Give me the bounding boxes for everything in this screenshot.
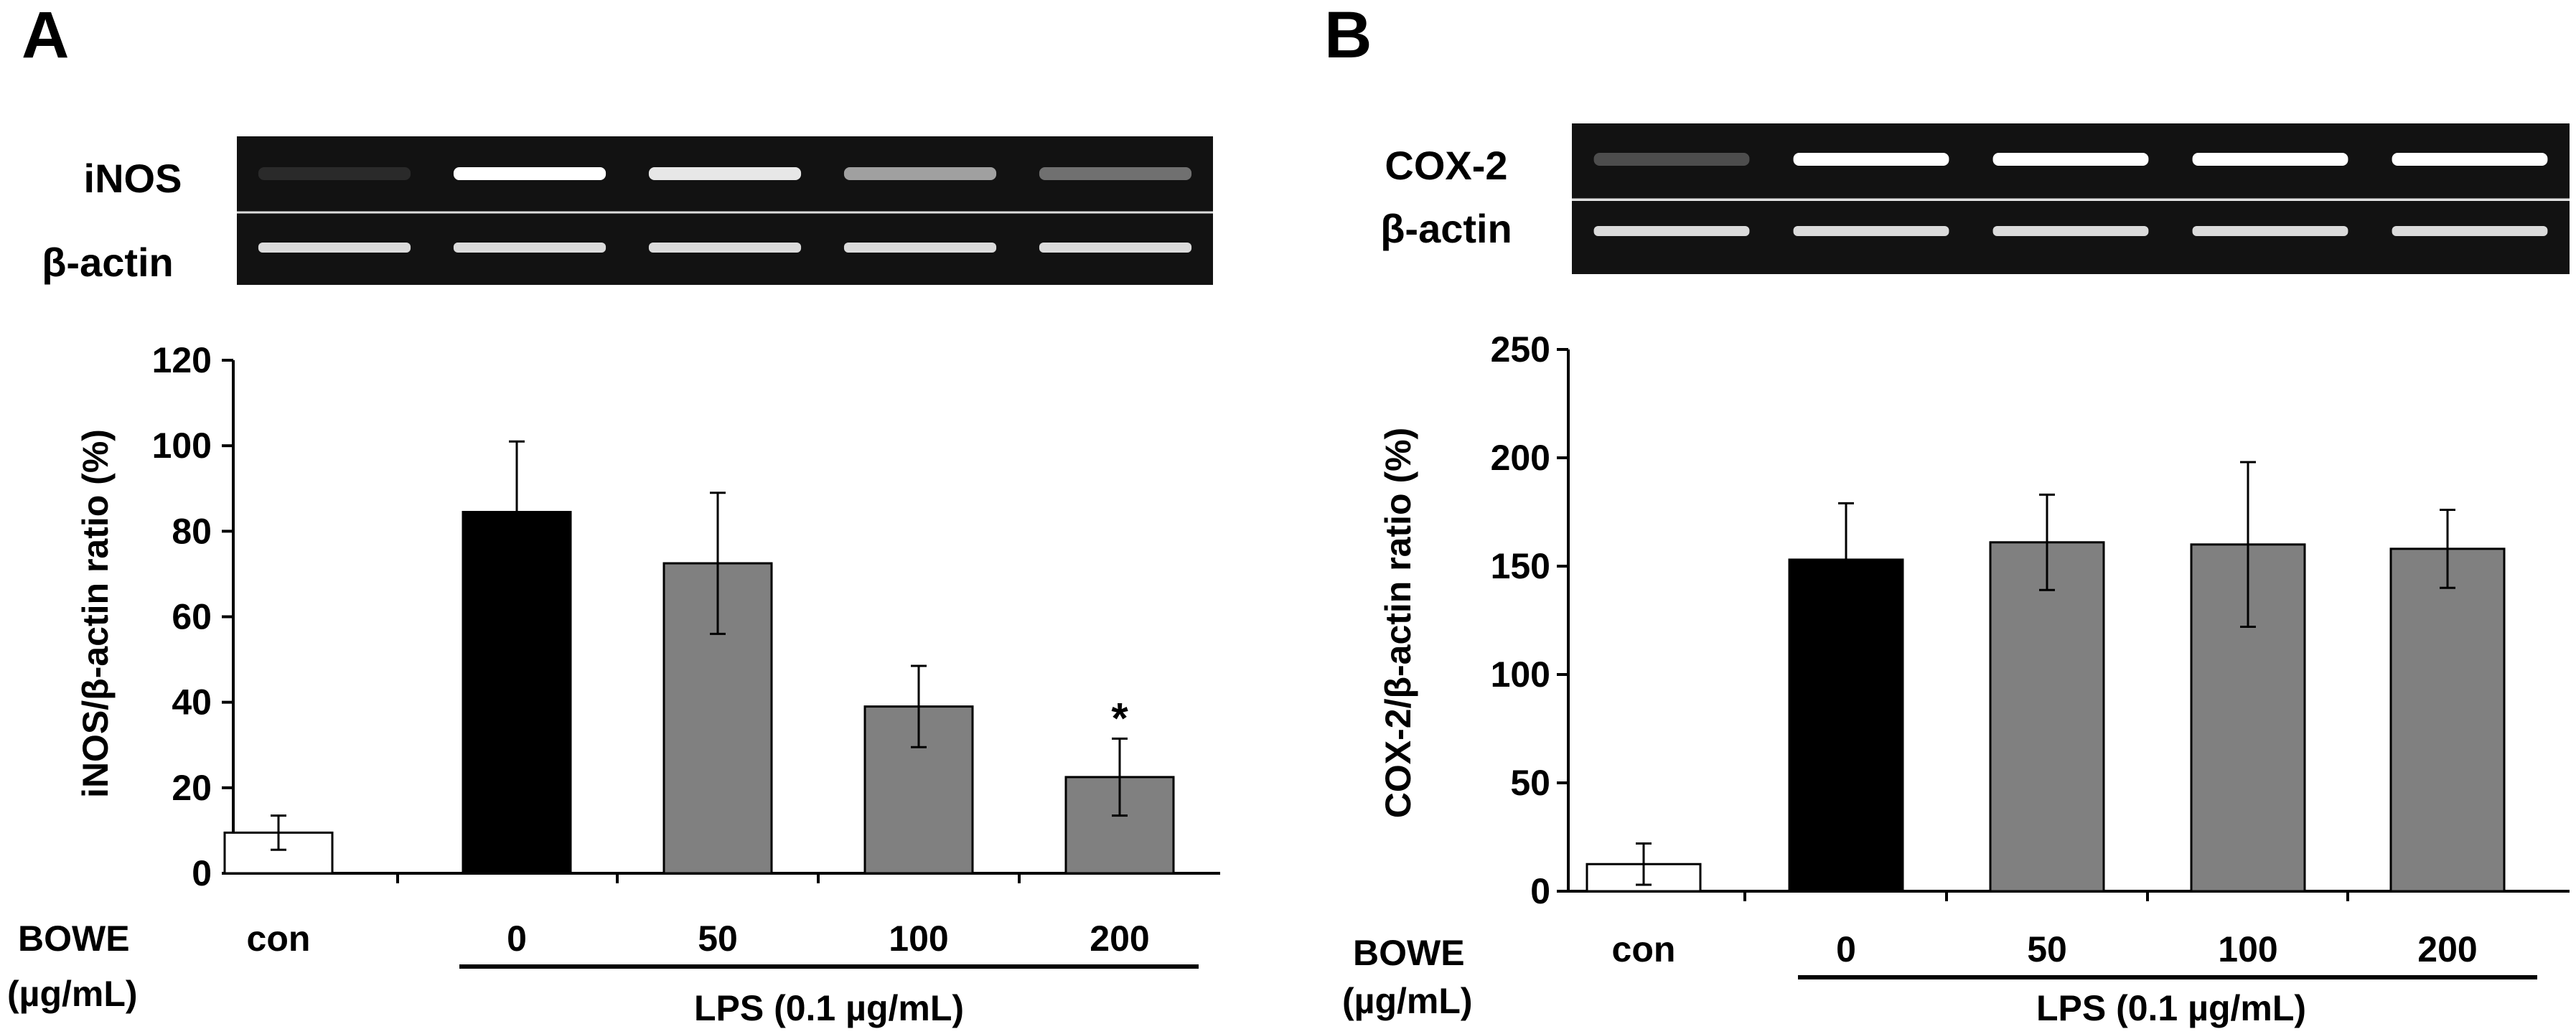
gel-bottom-label: β-actin	[1380, 206, 1512, 251]
gel-top-label: COX-2	[1385, 143, 1507, 188]
gel-bands-top	[258, 167, 1192, 180]
x-tick-label: 50	[2027, 929, 2067, 969]
x-tick-label: 200	[1090, 918, 1149, 959]
gel-band-top	[2192, 153, 2348, 166]
y-tick-label: 100	[152, 426, 212, 466]
treatment-label: BOWE	[1353, 933, 1465, 973]
y-tick-label: 0	[1530, 871, 1550, 911]
y-tick-label: 120	[152, 340, 212, 380]
x-tick-label: 0	[1836, 929, 1856, 969]
bar-chart: 0 50 100 150 200 250 con 0 50 100 200	[1491, 329, 2570, 969]
gel-bands-top	[1593, 153, 2548, 166]
gel-band-top	[453, 167, 606, 180]
treatment-label: BOWE	[18, 918, 130, 959]
gel-bottom-strip	[1572, 201, 2570, 274]
bar-chart: 0 20 40 60 80 100 120 con 0 50 100 200 *	[152, 340, 1220, 959]
x-tick-label: 0	[507, 918, 527, 959]
panel-letter: A	[22, 0, 69, 72]
gel-band-top	[1039, 167, 1192, 180]
gel-band-top	[1992, 153, 2149, 166]
gel-band-top	[2392, 153, 2548, 166]
gel-bottom-label: β-actin	[42, 240, 174, 285]
y-tick-label: 200	[1491, 438, 1550, 478]
gel-image	[237, 136, 1213, 285]
gel-band-bottom	[648, 243, 802, 253]
gel-image	[1572, 123, 2570, 274]
lps-label: LPS (0.1 µg/mL)	[694, 988, 964, 1028]
y-axis-title: COX-2/β-actin ratio (%)	[1378, 428, 1418, 818]
gel-band-bottom	[258, 243, 411, 253]
y-tick-label: 250	[1491, 329, 1550, 370]
x-tick-label: con	[247, 918, 311, 959]
bar-50	[662, 562, 773, 875]
y-tick-label: 40	[172, 682, 212, 723]
gel-band-top	[258, 167, 411, 180]
gel-band-top	[843, 167, 997, 180]
gel-band-bottom	[843, 243, 997, 253]
treatment-unit: (µg/mL)	[7, 974, 138, 1014]
y-axis-title: iNOS/β-actin ratio (%)	[75, 429, 116, 798]
significance-marker: *	[1111, 694, 1128, 742]
gel-band-top	[1793, 153, 1949, 166]
y-tick-label: 150	[1491, 546, 1550, 586]
x-tick-label: 100	[889, 918, 948, 959]
x-tick-label: 200	[2417, 929, 2477, 969]
y-tick-label: 0	[192, 853, 212, 893]
panel-b: B COX-2 β-actin 0 50 100 150 200 250 con 0 50 100…	[1324, 0, 2570, 1028]
y-tick-label: 60	[172, 597, 212, 637]
gel-band-bottom	[2392, 226, 2548, 236]
x-tick-label: con	[1612, 929, 1676, 969]
gel-band-bottom	[1992, 226, 2149, 236]
gel-band-bottom	[2192, 226, 2348, 236]
panel-a: A iNOS β-actin 0 20 40 60 80 100 120 con 0 50 100 2…	[7, 0, 1220, 1028]
gel-top-label: iNOS	[84, 156, 182, 201]
y-tick-label: 80	[172, 511, 212, 551]
gel-bands-bottom	[1593, 226, 2548, 236]
gel-band-bottom	[453, 243, 606, 253]
bar-200	[2389, 547, 2506, 893]
y-tick-label: 50	[1510, 763, 1550, 803]
bar-50	[1989, 541, 2105, 893]
gel-bands-bottom	[258, 243, 1192, 253]
gel-band-bottom	[1593, 226, 1750, 236]
treatment-unit: (µg/mL)	[1342, 981, 1473, 1021]
panel-letter: B	[1324, 0, 1372, 72]
lps-label: LPS (0.1 µg/mL)	[2036, 988, 2306, 1028]
gel-band-bottom	[1793, 226, 1949, 236]
gel-band-top	[648, 167, 802, 180]
gel-band-top	[1593, 153, 1750, 166]
x-tick-label: 50	[698, 918, 738, 959]
x-tick-label: 100	[2218, 929, 2277, 969]
y-tick-label: 100	[1491, 654, 1550, 695]
gel-band-bottom	[1039, 243, 1192, 253]
bar-100	[2190, 543, 2306, 893]
y-tick-label: 20	[172, 768, 212, 808]
